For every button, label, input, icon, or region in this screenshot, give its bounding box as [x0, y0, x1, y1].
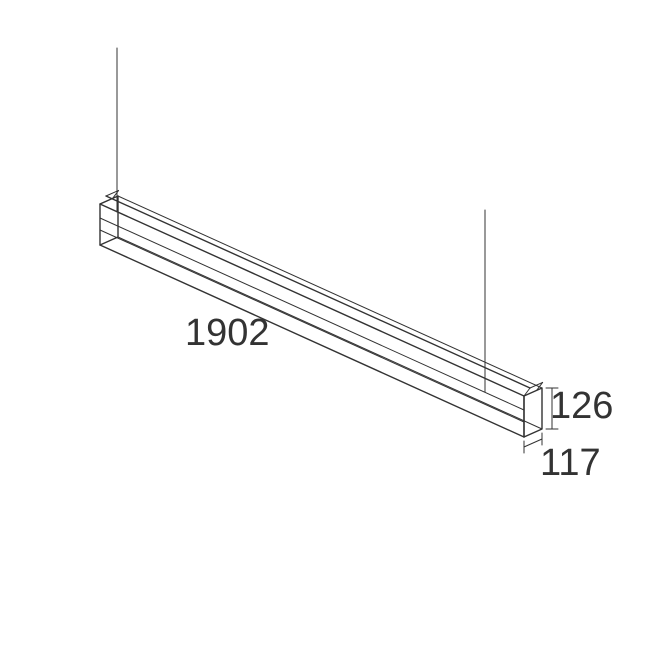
dimension-length: 1902 [185, 312, 270, 354]
dimension-height: 126 [550, 385, 613, 427]
dimension-depth: 117 [540, 442, 601, 484]
